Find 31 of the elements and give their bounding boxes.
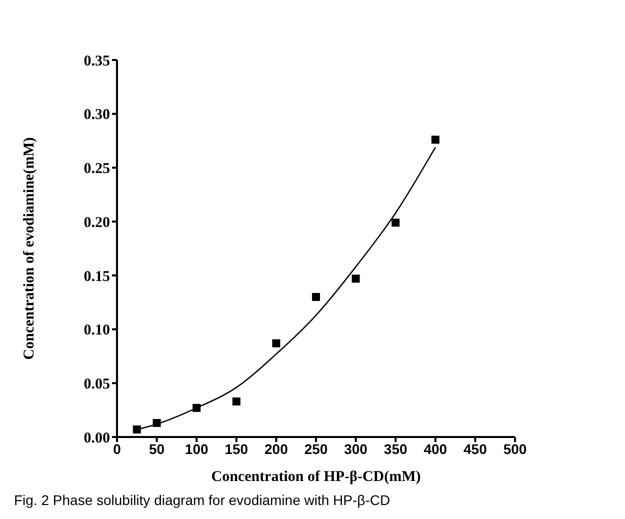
y-tick-label: 0.30 xyxy=(84,107,110,124)
x-tick-label: 0 xyxy=(113,440,122,457)
x-axis-title: Concentration of HP-β-CD(mM) xyxy=(210,469,422,486)
x-tick-label: 300 xyxy=(344,440,368,457)
point xyxy=(132,425,141,434)
y-tick-label: 0.20 xyxy=(84,214,110,231)
point xyxy=(312,292,320,301)
point xyxy=(192,404,201,412)
x-tick-label: 50 xyxy=(149,440,165,457)
y-tick-label: 0.05 xyxy=(84,376,110,392)
y-tick-label: 0.25 xyxy=(84,161,110,178)
point xyxy=(392,218,400,227)
x-tick-label: 200 xyxy=(264,440,288,457)
x-tick-label: 150 xyxy=(224,440,248,457)
point xyxy=(272,339,280,348)
point xyxy=(152,418,161,427)
y-tick-label: 0.00 xyxy=(84,430,110,446)
caption: Fig. 2 Phase solubility diagram for evodiamine with HP-β-CD xyxy=(14,492,392,508)
x-tick-label: 450 xyxy=(464,440,488,457)
x-tick-label: 100 xyxy=(184,440,208,457)
y-axis-title: Concentration of evodiamine(mM) xyxy=(21,137,38,360)
x-tick-label: 400 xyxy=(424,440,448,457)
point xyxy=(352,274,360,283)
y-tick-label: 0.15 xyxy=(84,268,110,285)
y-tick-label: 0.35 xyxy=(84,53,110,70)
point xyxy=(431,136,440,144)
x-tick-label: 500 xyxy=(503,440,527,457)
y-tick-label: 0.10 xyxy=(84,322,110,339)
x-tick-label: 350 xyxy=(384,440,408,457)
x-tick-label: 250 xyxy=(304,440,328,457)
point xyxy=(232,397,240,406)
